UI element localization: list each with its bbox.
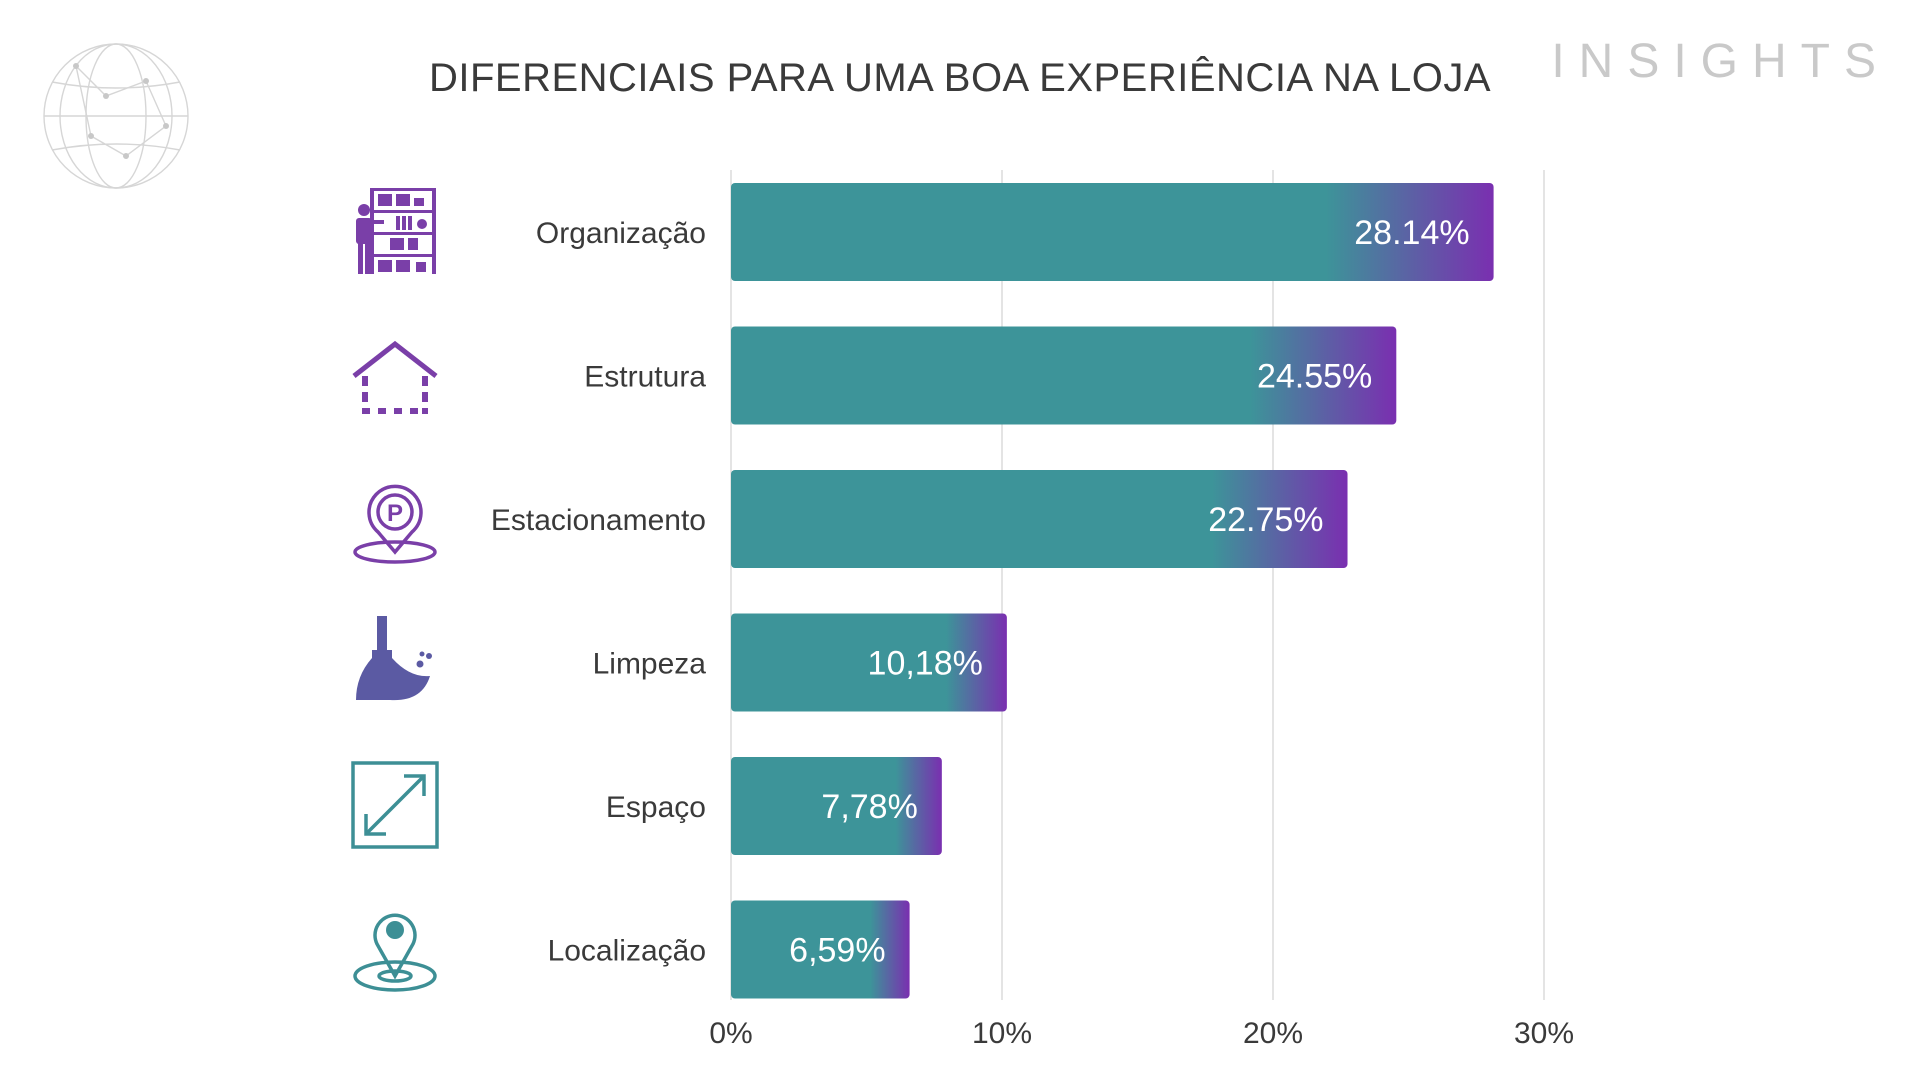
- bar: [731, 470, 1348, 568]
- broom-icon: [356, 616, 432, 701]
- brand-wordmark: INSIGHTS: [1551, 35, 1890, 88]
- bar: [731, 183, 1494, 281]
- x-tick-label: 20%: [1243, 1017, 1303, 1050]
- category-label: Estacionamento: [491, 504, 706, 537]
- category-label: Organização: [536, 217, 706, 250]
- category-label: Localização: [548, 935, 706, 968]
- bar: [731, 900, 910, 999]
- data-label: 10,18%: [868, 645, 983, 683]
- data-label: 7,78%: [821, 788, 917, 826]
- data-label: 24.55%: [1257, 358, 1372, 396]
- bar: [731, 613, 1007, 712]
- bar: [731, 326, 1397, 425]
- x-tick-label: 30%: [1514, 1017, 1574, 1050]
- parking-pin-icon: P: [353, 484, 437, 564]
- data-label: 6,59%: [789, 932, 885, 970]
- chart-title: DIFERENCIAIS PARA UMA BOA EXPERIÊNCIA NA…: [428, 56, 1492, 100]
- x-tick-label: 10%: [972, 1017, 1032, 1050]
- data-label: 22.75%: [1208, 501, 1323, 539]
- svg-text:P: P: [387, 500, 403, 527]
- store-shelves-icon: [356, 188, 436, 274]
- bar: [731, 757, 942, 855]
- x-tick-label: 0%: [709, 1017, 752, 1050]
- category-label: Espaço: [606, 791, 706, 824]
- resize-arrow-icon: [351, 761, 439, 849]
- location-pin-icon: [353, 913, 437, 992]
- globe-icon: [43, 43, 189, 189]
- house-structure-icon: [352, 340, 438, 414]
- data-label: 28.14%: [1354, 214, 1469, 252]
- category-label: Limpeza: [593, 648, 707, 681]
- category-label: Estrutura: [584, 361, 706, 394]
